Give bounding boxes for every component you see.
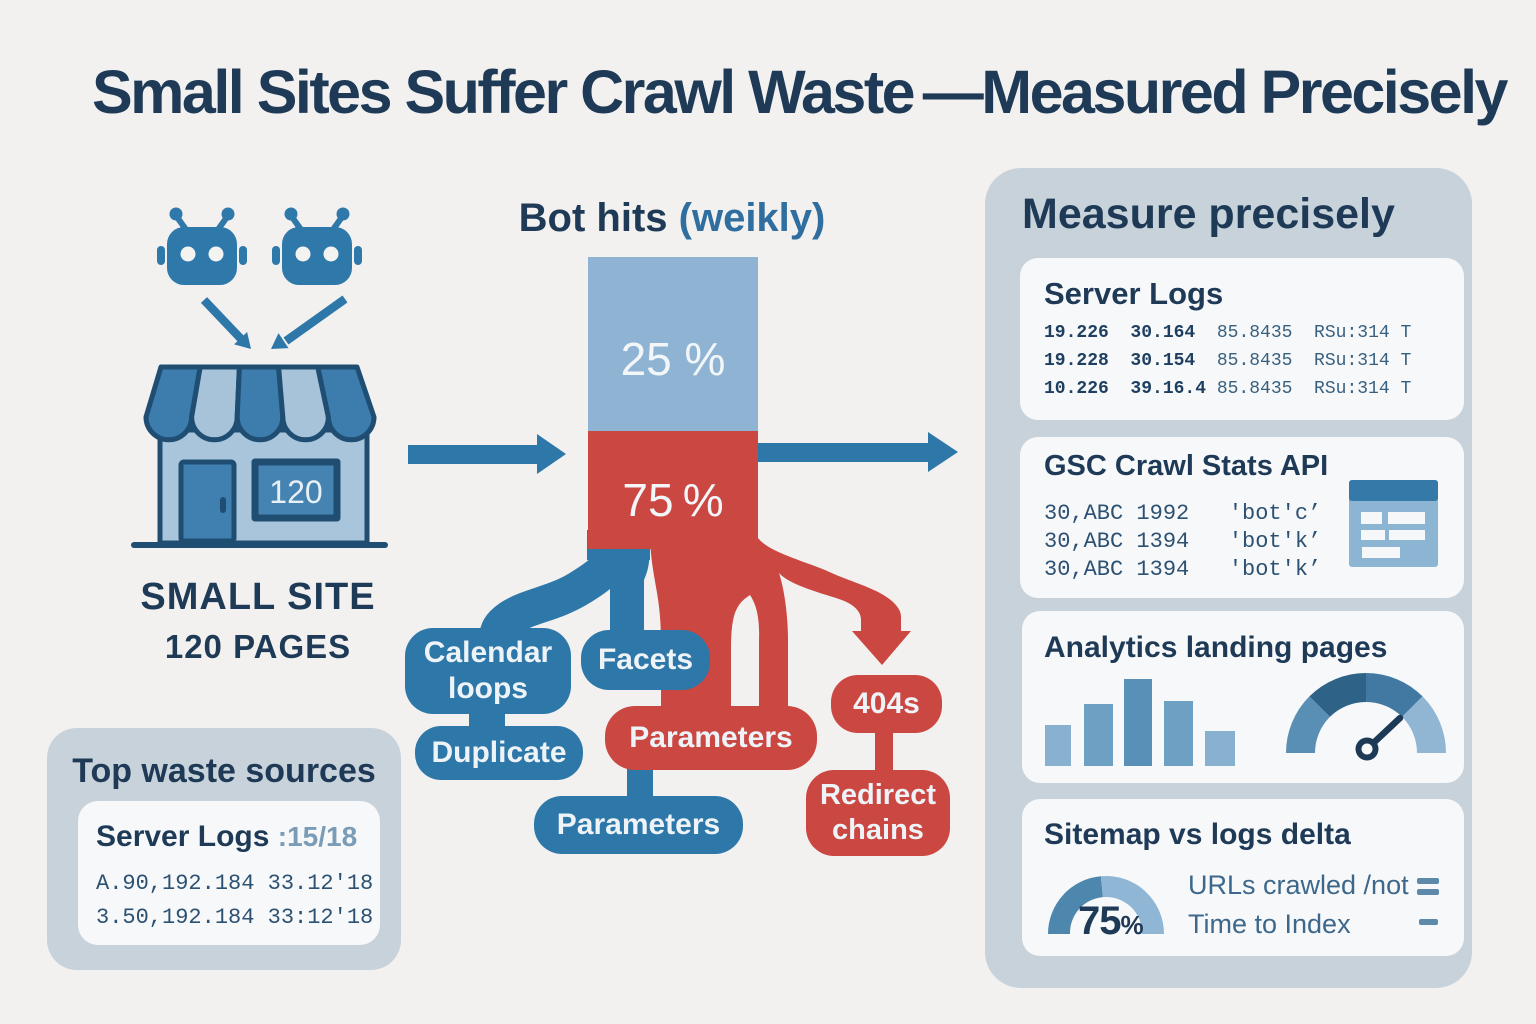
svg-text:120: 120 (269, 474, 322, 510)
